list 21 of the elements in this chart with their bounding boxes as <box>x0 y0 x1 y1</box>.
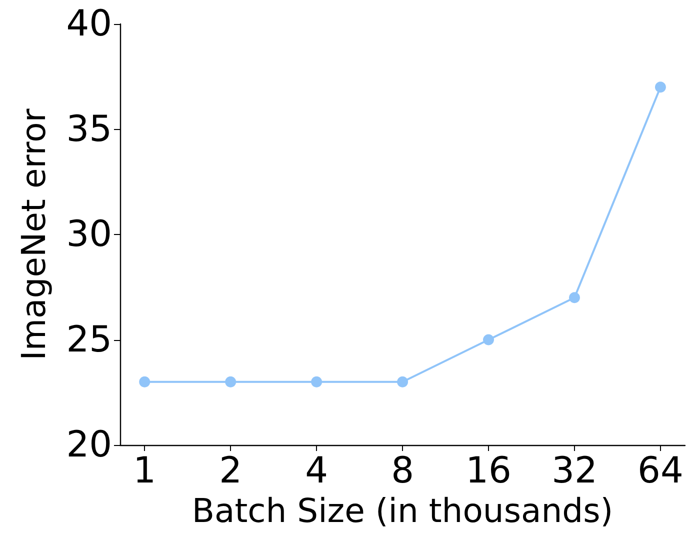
y-tick-label: 25 <box>66 319 112 360</box>
x-tick-label: 32 <box>552 450 598 492</box>
point <box>139 376 150 388</box>
y-tick-label: 35 <box>66 108 112 150</box>
point <box>225 376 236 388</box>
y-tick-label: 40 <box>66 4 112 44</box>
point <box>397 376 408 388</box>
point <box>483 334 494 346</box>
y-axis-title: ImageNet error <box>14 108 53 360</box>
x-tick-label: 64 <box>638 450 684 492</box>
x-tick-label: 8 <box>391 450 414 492</box>
x-tick-label: 1 <box>133 450 156 492</box>
y-tick-label: 30 <box>66 214 112 255</box>
point <box>569 292 580 304</box>
x-tick-label: 2 <box>219 450 242 492</box>
y-tick-label: 20 <box>66 424 112 466</box>
x-tick-label: 16 <box>466 450 512 492</box>
x-tick-label: 4 <box>305 450 328 492</box>
point <box>654 82 666 93</box>
point <box>311 376 322 388</box>
x-axis-title: Batch Size (in thousands) <box>192 490 614 530</box>
